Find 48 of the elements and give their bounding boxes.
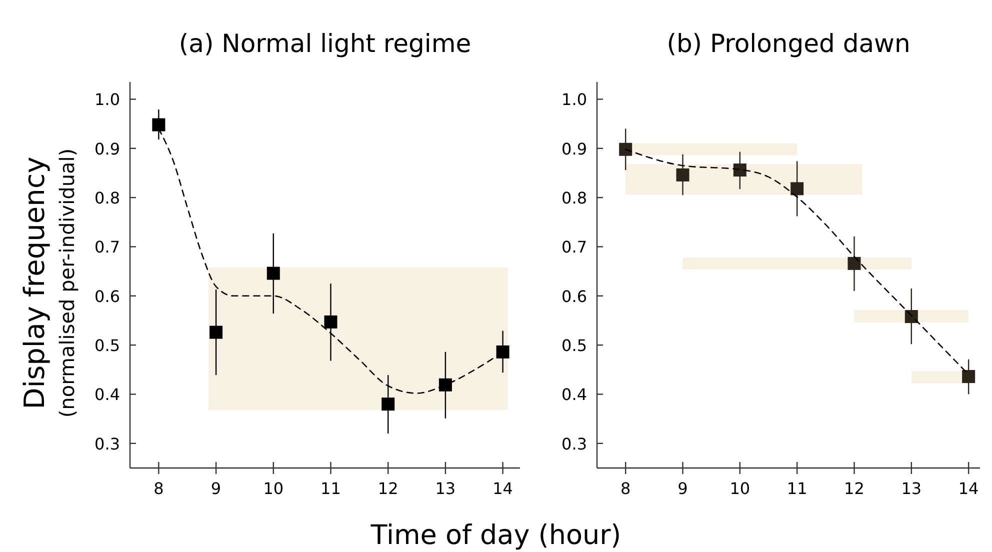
chart-title: (b) Prolonged dawn xyxy=(666,29,910,58)
point xyxy=(790,182,804,196)
point xyxy=(962,370,976,384)
y-tick-label: 0.7 xyxy=(562,238,587,257)
point xyxy=(324,315,338,328)
point xyxy=(676,168,690,182)
y-tick-label: 0.3 xyxy=(94,434,120,454)
chart-title: (a) Normal light regime xyxy=(178,29,472,58)
x-tick-label: 11 xyxy=(786,479,808,498)
y-tick-label: 0.3 xyxy=(562,434,587,454)
y-tick-label: 0.8 xyxy=(562,188,587,208)
y-axis-title: Display frequency (normalised per-individual) xyxy=(18,148,79,418)
point xyxy=(496,345,510,358)
y-tick-label: 0.7 xyxy=(94,238,120,257)
x-tick-label: 10 xyxy=(263,479,284,498)
x-tick-label: 13 xyxy=(901,479,922,498)
point xyxy=(266,266,280,280)
x-tick-label: 8 xyxy=(154,479,164,498)
x-tick-label: 14 xyxy=(492,479,513,498)
point xyxy=(152,118,166,132)
y-tick-label: 0.6 xyxy=(562,286,587,306)
x-tick-label: 9 xyxy=(678,479,688,498)
x-tick-label: 10 xyxy=(730,479,750,498)
y-tick-label: 0.8 xyxy=(94,188,120,208)
y-tick-label: 0.5 xyxy=(562,336,587,356)
x-tick-label: 11 xyxy=(320,479,341,498)
y-tick-label: 0.9 xyxy=(94,139,120,158)
y-tick-label: 0.9 xyxy=(562,139,587,158)
y-tick-label: 1.0 xyxy=(94,90,120,110)
point xyxy=(619,142,632,156)
point xyxy=(382,398,395,411)
x-tick-label: 9 xyxy=(210,479,222,498)
point xyxy=(438,378,452,392)
x-axis-title: Time of day (hour) xyxy=(370,520,622,551)
point xyxy=(904,310,918,324)
point xyxy=(210,326,223,339)
y-tick-label: 0.4 xyxy=(94,385,120,404)
y-tick-label: 1.0 xyxy=(562,90,587,110)
point xyxy=(733,164,746,177)
x-tick-label: 12 xyxy=(378,479,398,498)
x-tick-label: 13 xyxy=(435,479,456,498)
y-tick-label: 0.5 xyxy=(94,336,120,356)
point xyxy=(848,256,861,270)
x-tick-label: 8 xyxy=(620,479,631,498)
x-tick-label: 12 xyxy=(844,479,864,498)
x-tick-label: 14 xyxy=(958,479,979,498)
y-tick-label: 0.6 xyxy=(94,286,120,306)
y-tick-label: 0.4 xyxy=(562,385,587,404)
